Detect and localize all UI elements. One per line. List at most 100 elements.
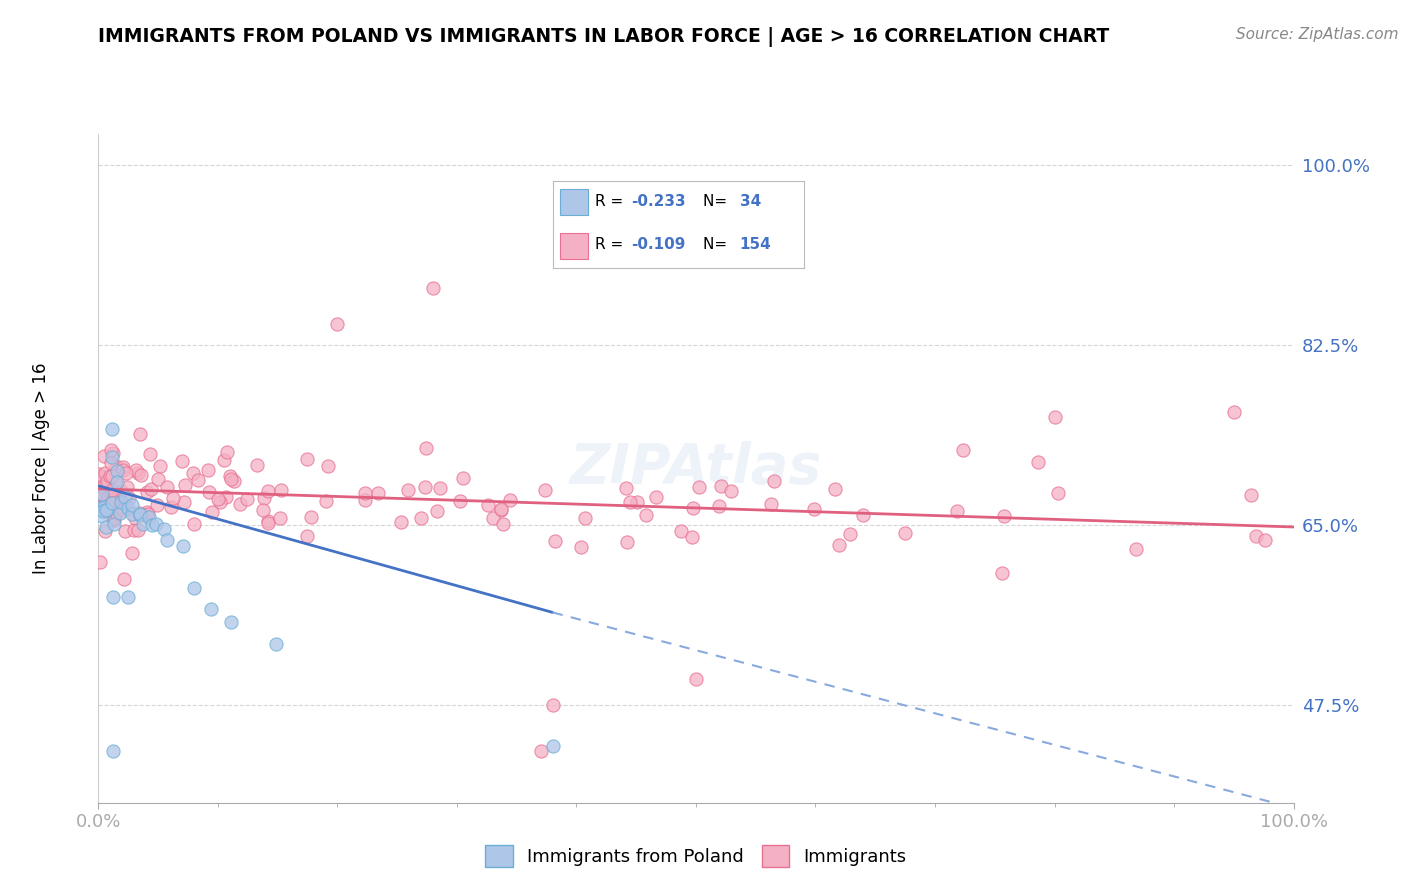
- Point: [172, 539, 194, 553]
- Point: [156, 533, 179, 547]
- Point: [991, 566, 1014, 580]
- Point: [134, 508, 156, 522]
- Point: [173, 495, 195, 509]
- Point: [481, 511, 503, 525]
- Point: [90, 484, 112, 499]
- Point: [253, 491, 276, 505]
- Point: [127, 467, 149, 481]
- Point: [118, 491, 141, 506]
- Point: [114, 524, 136, 538]
- Point: [127, 523, 149, 537]
- Point: [187, 473, 209, 487]
- Point: [96, 474, 118, 488]
- Point: [389, 515, 412, 529]
- Point: [491, 501, 513, 516]
- Point: [103, 516, 125, 531]
- Text: R =: R =: [595, 237, 628, 252]
- Point: [614, 481, 637, 495]
- Point: [1026, 455, 1049, 469]
- Point: [246, 458, 269, 472]
- Point: [367, 486, 389, 500]
- Text: N=: N=: [703, 237, 733, 252]
- Point: [107, 491, 129, 505]
- Point: [316, 459, 339, 474]
- Point: [96, 502, 118, 516]
- Text: -0.109: -0.109: [631, 237, 686, 252]
- Point: [93, 489, 115, 503]
- Point: [1244, 529, 1267, 543]
- Point: [828, 539, 851, 553]
- Point: [129, 507, 152, 521]
- Point: [894, 526, 917, 541]
- Point: [105, 465, 128, 479]
- Point: [136, 505, 159, 519]
- Point: [104, 506, 127, 520]
- Point: [122, 524, 145, 538]
- Point: [101, 469, 124, 483]
- Point: [422, 281, 444, 295]
- Point: [152, 522, 174, 536]
- Point: [681, 530, 703, 544]
- Point: [489, 502, 512, 516]
- Point: [128, 507, 150, 521]
- Point: [569, 540, 592, 554]
- Point: [139, 482, 162, 496]
- Point: [89, 468, 111, 483]
- Point: [91, 508, 114, 523]
- Point: [89, 500, 111, 515]
- Text: -0.233: -0.233: [631, 194, 686, 209]
- Point: [121, 498, 143, 512]
- Point: [1222, 405, 1246, 419]
- Point: [257, 516, 280, 531]
- Point: [101, 446, 124, 460]
- Point: [101, 450, 124, 464]
- Point: [91, 480, 114, 494]
- Text: R =: R =: [595, 194, 628, 209]
- Point: [219, 615, 242, 629]
- Point: [644, 490, 666, 504]
- Point: [146, 498, 169, 512]
- Point: [89, 478, 111, 492]
- Point: [626, 495, 648, 509]
- Point: [98, 469, 121, 483]
- Point: [451, 471, 474, 485]
- Point: [710, 479, 733, 493]
- Y-axis label: In Labor Force | Age > 16: In Labor Force | Age > 16: [32, 362, 49, 574]
- Point: [149, 458, 172, 473]
- Point: [112, 460, 135, 475]
- Point: [87, 480, 110, 494]
- Point: [183, 466, 205, 480]
- Point: [100, 483, 122, 497]
- Point: [148, 472, 170, 486]
- Point: [145, 516, 167, 531]
- Point: [270, 483, 292, 498]
- Point: [688, 480, 710, 494]
- Point: [449, 494, 471, 508]
- Point: [129, 427, 152, 442]
- Point: [183, 516, 205, 531]
- Point: [114, 500, 136, 515]
- Point: [993, 508, 1015, 523]
- Point: [415, 442, 437, 456]
- Point: [396, 483, 419, 498]
- Point: [90, 487, 112, 501]
- Point: [354, 486, 377, 500]
- Point: [413, 480, 436, 494]
- Point: [803, 502, 825, 516]
- Point: [97, 490, 120, 504]
- Point: [215, 490, 238, 504]
- Point: [852, 508, 875, 523]
- Point: [219, 468, 242, 483]
- Point: [141, 518, 163, 533]
- Point: [326, 317, 349, 331]
- Point: [208, 495, 231, 509]
- Point: [96, 504, 118, 518]
- Point: [409, 510, 432, 524]
- Point: [236, 491, 259, 506]
- Point: [112, 503, 135, 517]
- Point: [93, 500, 115, 514]
- Point: [477, 499, 499, 513]
- Text: ZIPAtlas: ZIPAtlas: [569, 442, 823, 495]
- Point: [839, 527, 862, 541]
- Point: [200, 602, 222, 616]
